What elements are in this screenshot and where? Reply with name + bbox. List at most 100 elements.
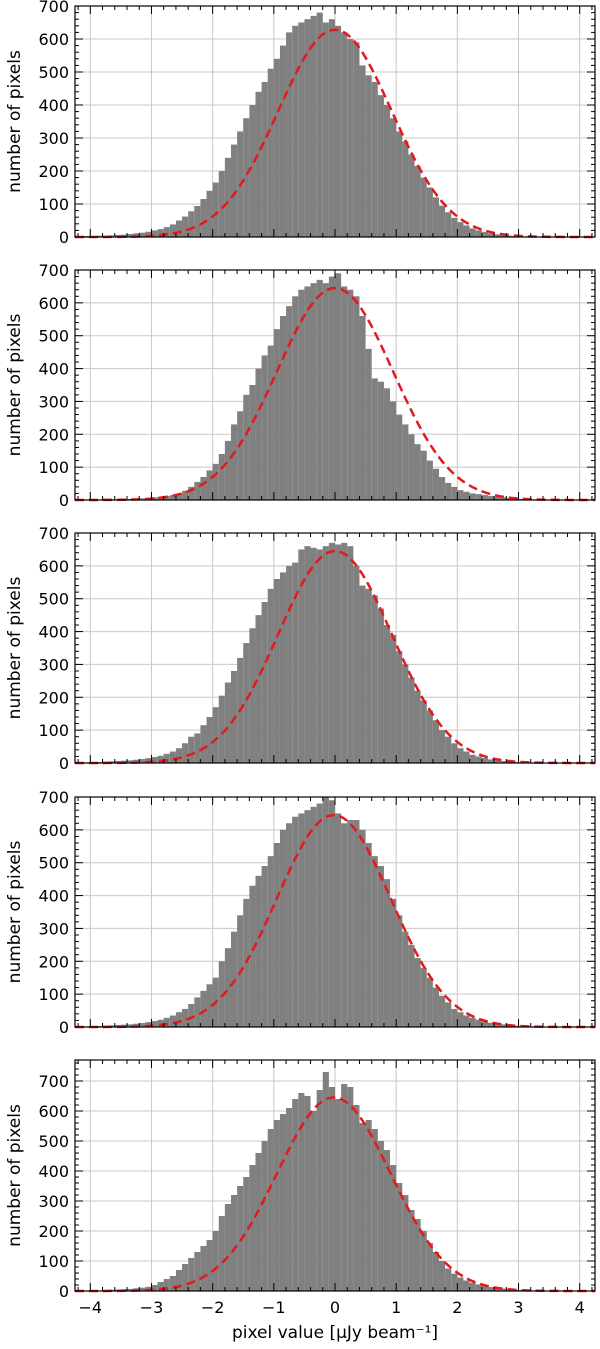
histogram-bar: [463, 491, 470, 500]
histogram-bar: [353, 1105, 360, 1291]
histogram-bar: [451, 1008, 458, 1027]
x-tick-label: 2: [452, 1298, 462, 1317]
histogram-bar: [157, 1019, 164, 1027]
histogram-bar: [139, 1023, 146, 1027]
histogram-bar: [194, 733, 201, 763]
histogram-bar: [347, 820, 354, 1027]
y-tick-label: 100: [38, 195, 69, 214]
histogram-bar: [463, 1280, 470, 1291]
histogram-bar: [487, 496, 495, 500]
histogram-bar: [402, 141, 409, 237]
histogram-bar: [359, 65, 366, 238]
y-tick-label: 700: [38, 261, 69, 280]
y-tick-label: 300: [38, 655, 69, 674]
histogram-bar: [194, 1252, 201, 1291]
histogram-bar: [322, 546, 329, 763]
histogram-bar: [396, 131, 403, 237]
y-tick-label: 700: [38, 788, 69, 807]
histogram-bar: [371, 595, 378, 763]
y-tick-label: 200: [38, 1222, 69, 1241]
histogram-bar: [463, 1015, 470, 1027]
histogram-bar: [365, 1120, 372, 1291]
histogram-bar: [157, 229, 164, 237]
histogram-bar: [261, 866, 268, 1027]
histogram-bar: [267, 588, 274, 763]
histogram-bar: [206, 717, 213, 763]
histogram-bar: [457, 222, 464, 237]
histogram-bar: [475, 230, 482, 237]
histogram-bar: [243, 394, 250, 500]
x-tick-label: 1: [391, 1298, 401, 1317]
histogram-bar: [316, 549, 323, 763]
histogram-bar: [212, 1231, 219, 1291]
histogram-bar: [279, 572, 287, 763]
histogram-bar: [487, 1287, 495, 1291]
y-tick-label: 600: [38, 557, 69, 576]
histogram-bar: [328, 19, 335, 238]
histogram-bar: [175, 1270, 183, 1291]
y-tick-label: 500: [38, 63, 69, 82]
histogram-bar: [487, 233, 495, 237]
y-tick-label: 300: [38, 129, 69, 148]
histogram-bar: [316, 12, 323, 237]
histogram-bar: [310, 15, 317, 238]
histogram-bar: [426, 187, 433, 237]
y-tick-label: 100: [38, 1252, 69, 1271]
y-tick-label: 500: [38, 590, 69, 609]
histogram-bar: [255, 91, 262, 237]
histogram-bar: [163, 1279, 170, 1291]
histogram-bar: [408, 944, 415, 1027]
histogram-bar: [200, 725, 207, 763]
histogram-bar: [335, 813, 342, 1027]
histogram-bar: [500, 1288, 507, 1291]
histogram-bar: [390, 401, 397, 500]
histogram-bar: [188, 211, 195, 237]
histogram-bar: [188, 1004, 195, 1027]
y-tick-label: 600: [38, 821, 69, 840]
histogram-bar: [420, 1231, 427, 1291]
y-tick-label: 700: [38, 0, 69, 16]
histogram-bar: [390, 1165, 397, 1291]
histogram-bar: [298, 289, 305, 500]
histogram-bar: [292, 25, 299, 237]
histogram-bar: [506, 235, 513, 237]
histogram-bar: [383, 1150, 391, 1291]
histogram-bar: [206, 470, 213, 500]
histogram-bar: [408, 677, 415, 763]
histogram-bar: [286, 32, 293, 238]
histogram-bar: [457, 490, 464, 500]
histogram-bar: [175, 493, 183, 500]
gaussian-fit-line: [75, 28, 595, 239]
histogram-bar: [359, 585, 366, 763]
histogram-bar: [175, 220, 183, 237]
histogram-bar: [439, 477, 446, 500]
histogram-bar: [279, 829, 287, 1027]
histogram-bar: [163, 753, 170, 763]
histogram-bar: [200, 990, 207, 1027]
histogram-bar: [133, 233, 140, 237]
histogram-bar: [286, 823, 293, 1027]
histogram-bar: [249, 105, 256, 237]
y-tick-label: 300: [38, 392, 69, 411]
histogram-bar: [267, 1129, 274, 1291]
histogram-bar: [402, 424, 409, 500]
histogram-bar: [298, 549, 305, 763]
histogram-bar: [432, 468, 439, 500]
x-tick-label: −2: [201, 1298, 225, 1317]
histogram-bar: [341, 1084, 348, 1291]
y-tick-label: 0: [59, 754, 69, 773]
y-tick-label: 500: [38, 854, 69, 873]
histogram-bar: [335, 544, 342, 763]
histogram-bar: [151, 757, 158, 763]
histogram-bar: [224, 948, 231, 1027]
histogram-bar: [506, 761, 513, 763]
histogram-bar: [151, 1285, 158, 1291]
histogram-bar: [169, 495, 176, 500]
y-axis-label: number of pixels: [5, 314, 25, 457]
histogram-bar: [163, 227, 170, 237]
histogram-bar: [243, 118, 250, 237]
y-tick-label: 0: [59, 1282, 69, 1301]
histogram-bar: [127, 1024, 134, 1027]
histogram-bar: [96, 235, 103, 237]
histogram-bar: [194, 997, 201, 1027]
